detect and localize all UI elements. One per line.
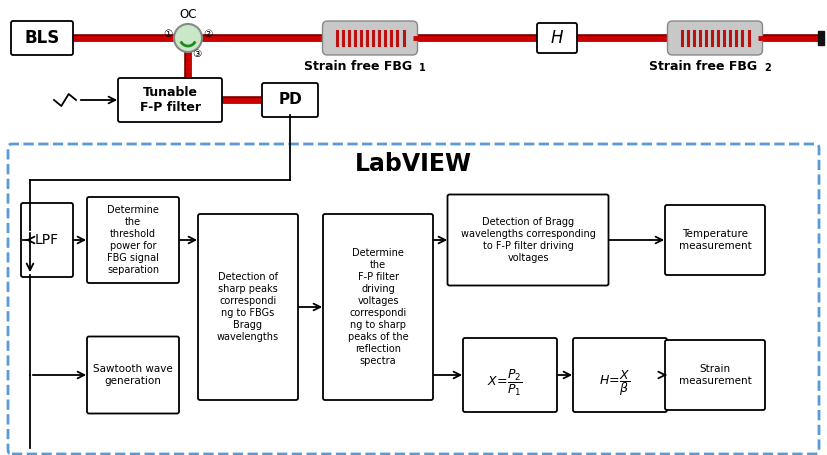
- FancyBboxPatch shape: [463, 338, 557, 412]
- Text: 2: 2: [764, 63, 771, 73]
- FancyBboxPatch shape: [667, 21, 762, 55]
- FancyBboxPatch shape: [21, 203, 73, 277]
- FancyBboxPatch shape: [537, 23, 577, 53]
- FancyBboxPatch shape: [87, 337, 179, 414]
- Text: OC: OC: [179, 8, 197, 21]
- FancyBboxPatch shape: [665, 340, 765, 410]
- Text: Tunable
F-P filter: Tunable F-P filter: [140, 86, 200, 114]
- Circle shape: [174, 24, 202, 52]
- Text: $H\!=\!\dfrac{X}{\beta}$: $H\!=\!\dfrac{X}{\beta}$: [600, 368, 631, 398]
- Text: Determine
the
F-P filter
driving
voltages
correspondi
ng to sharp
peaks of the
r: Determine the F-P filter driving voltage…: [347, 248, 409, 366]
- Text: Detection of Bragg
wavelengths corresponding
to F-P filter driving
voltages: Detection of Bragg wavelengths correspon…: [461, 217, 595, 263]
- Text: $X\!=\!\dfrac{P_2}{P_1}$: $X\!=\!\dfrac{P_2}{P_1}$: [487, 368, 523, 398]
- FancyBboxPatch shape: [573, 338, 667, 412]
- Text: Sawtooth wave
generation: Sawtooth wave generation: [93, 364, 173, 386]
- Text: Strain free FBG: Strain free FBG: [304, 60, 412, 73]
- Text: Detection of
sharp peaks
correspondi
ng to FBGs
Bragg
wavelengths: Detection of sharp peaks correspondi ng …: [217, 272, 279, 342]
- Text: H: H: [551, 29, 563, 47]
- Text: ②: ②: [203, 29, 213, 39]
- Bar: [818, 31, 824, 45]
- Text: ③: ③: [193, 49, 202, 59]
- FancyBboxPatch shape: [11, 21, 73, 55]
- Text: Strain
measurement: Strain measurement: [679, 364, 752, 386]
- FancyBboxPatch shape: [323, 214, 433, 400]
- Text: Temperature
measurement: Temperature measurement: [679, 229, 752, 251]
- Text: ①: ①: [164, 29, 173, 39]
- Text: Determine
the
threshold
power for
FBG signal
separation: Determine the threshold power for FBG si…: [107, 205, 159, 275]
- Text: LPF: LPF: [35, 233, 59, 247]
- Text: BLS: BLS: [24, 29, 60, 47]
- FancyBboxPatch shape: [87, 197, 179, 283]
- Text: LabVIEW: LabVIEW: [355, 152, 472, 176]
- Text: PD: PD: [278, 92, 302, 107]
- Text: 1: 1: [419, 63, 426, 73]
- FancyBboxPatch shape: [262, 83, 318, 117]
- FancyBboxPatch shape: [323, 21, 418, 55]
- FancyBboxPatch shape: [118, 78, 222, 122]
- FancyBboxPatch shape: [665, 205, 765, 275]
- FancyBboxPatch shape: [447, 194, 609, 285]
- FancyBboxPatch shape: [8, 144, 819, 454]
- Text: Strain free FBG: Strain free FBG: [649, 60, 757, 73]
- FancyBboxPatch shape: [198, 214, 298, 400]
